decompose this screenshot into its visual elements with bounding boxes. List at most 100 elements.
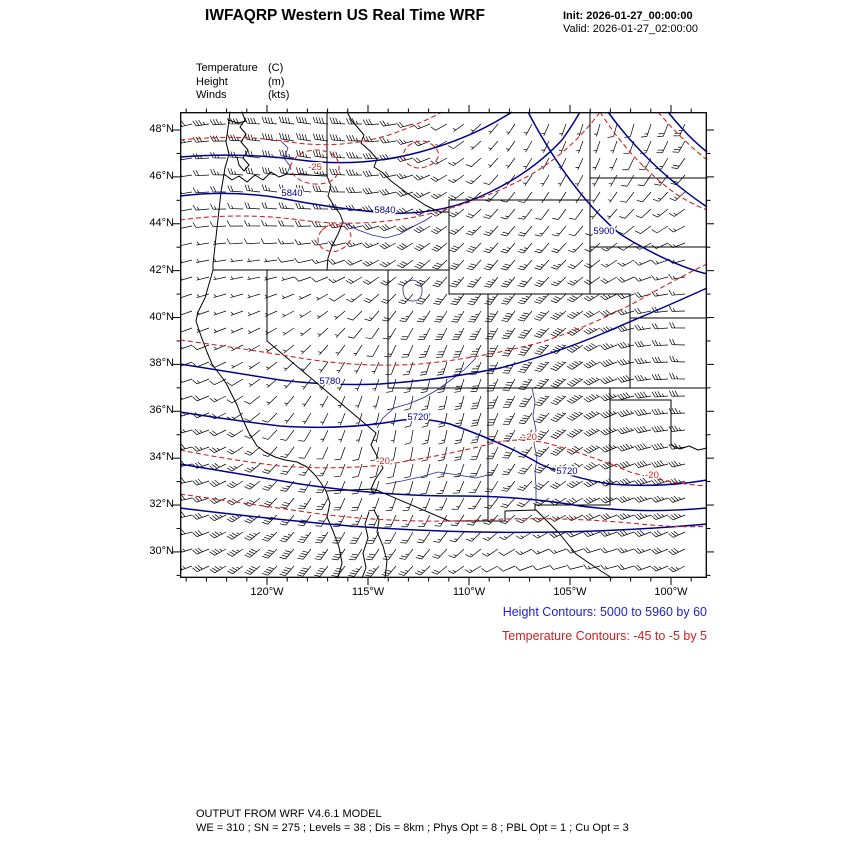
wind-barb (576, 123, 584, 137)
wind-barb (600, 393, 618, 402)
wind-barb (517, 276, 533, 288)
wind-barb (486, 395, 499, 409)
wind-barb (431, 242, 448, 252)
wind-barb (244, 167, 261, 176)
height-contour-note: Height Contours: 5000 to 5960 by 60 (502, 605, 707, 619)
wind-barb (261, 202, 278, 210)
wind-barb (481, 548, 499, 557)
wind-barb (436, 344, 448, 358)
wind-barb (583, 276, 601, 285)
wind-barb (413, 123, 431, 130)
wind-barb (227, 565, 244, 575)
wind-barb (549, 497, 567, 506)
wind-barb (583, 513, 601, 521)
wind-barb (278, 202, 295, 210)
wind-barb (396, 225, 414, 233)
wind-barb (248, 327, 261, 335)
wind-barb (651, 225, 669, 234)
wind-barb (583, 547, 601, 554)
wind-barb (470, 378, 482, 393)
wind-barb (465, 174, 482, 185)
wind-barb (502, 361, 516, 374)
wind-barb (668, 273, 686, 280)
wind-barb (534, 310, 550, 321)
map-area: 5840 5840 5900 5780 5720 5720 -25 -20 -20 -20 (173, 105, 714, 585)
wind-barb (430, 123, 448, 131)
wind-barb (400, 327, 414, 340)
wind-barb (651, 259, 669, 265)
wind-barb (532, 514, 550, 523)
wind-barb (181, 511, 193, 519)
wind-barb (192, 187, 210, 194)
wind-barb (515, 565, 533, 571)
wind-barb (382, 310, 397, 322)
wind-barb (328, 293, 346, 302)
wind-barb (380, 276, 397, 286)
wind-barb (601, 242, 618, 252)
baja-east-coast (361, 511, 370, 579)
wind-barb (262, 514, 278, 525)
temp-contour-mid (179, 263, 708, 366)
wind-barb (533, 463, 550, 474)
wind-barb (354, 361, 363, 374)
wind-barb (328, 240, 346, 247)
wind-barb (566, 548, 584, 554)
wind-barb (415, 293, 431, 305)
wind-barb (209, 118, 227, 126)
wind-barb (432, 276, 448, 288)
wind-barb (617, 309, 635, 316)
wind-barb (523, 174, 533, 186)
lat-tick-label: 32°N (149, 498, 174, 510)
wind-barb (636, 191, 652, 203)
wind-barb (481, 565, 499, 573)
wind-barb (470, 446, 482, 461)
wind-barb (231, 344, 244, 352)
wind-barb (600, 530, 618, 537)
wind-barb (617, 496, 635, 503)
wind-barb (601, 225, 618, 236)
wind-barb (619, 208, 635, 219)
wind-barb (600, 359, 618, 367)
wind-barb (363, 293, 380, 303)
wind-barb (566, 514, 584, 522)
wind-barb (634, 308, 652, 315)
wind-barb (181, 206, 193, 212)
lat-tick-label: 40°N (149, 311, 174, 323)
wind-barb (192, 395, 210, 402)
wind-barb (209, 514, 227, 522)
wind-barb (669, 191, 686, 201)
temp-contour-north-2 (179, 111, 443, 146)
wind-barb (505, 157, 516, 169)
wind-barb (192, 344, 210, 351)
wind-barb (390, 429, 397, 443)
wind-barb (534, 293, 550, 304)
wind-barb (278, 116, 295, 125)
wind-barb (362, 135, 380, 143)
height-contour-label: 5720 (407, 412, 428, 423)
wind-barb (196, 293, 210, 299)
wind-barb (244, 220, 261, 227)
tx-ok-border (670, 399, 708, 451)
wind-barb (366, 344, 380, 357)
wind-barb (517, 259, 533, 271)
field-legend: Temperature (C) Height (m) Winds (kts) (196, 62, 289, 103)
wind-barb (651, 373, 669, 381)
wind-barb (261, 548, 278, 559)
wind-barb (583, 411, 601, 420)
wind-barb (430, 208, 448, 217)
wind-barb (280, 463, 295, 475)
wind-barb (540, 157, 550, 170)
wind-barb (600, 444, 618, 453)
wind-barb (413, 225, 431, 234)
wind-barb (484, 497, 499, 509)
wind-barb (379, 242, 397, 250)
map-canvas: 5840 5840 5900 5780 5720 5720 -25 -20 -20 -20 (173, 105, 714, 585)
wind-barb (248, 378, 261, 387)
wind-barb (295, 116, 312, 125)
wind-barb (301, 361, 312, 372)
wind-barb (297, 548, 312, 560)
wind-barb (534, 446, 550, 457)
wind-barb (244, 548, 261, 558)
wind-barb (653, 191, 669, 202)
wind-barb (364, 565, 380, 577)
